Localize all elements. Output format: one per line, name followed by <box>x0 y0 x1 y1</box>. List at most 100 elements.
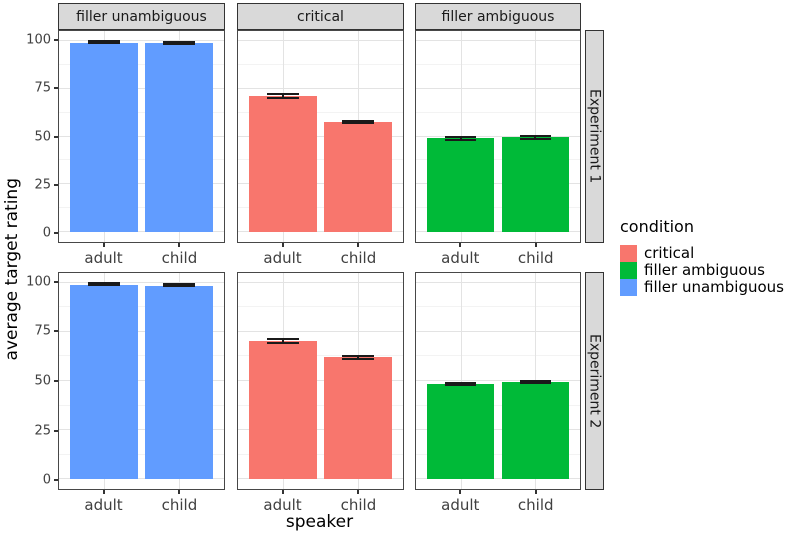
gridline-minor <box>416 207 580 209</box>
x-axis-title: speaker <box>285 512 354 532</box>
gridline-major <box>416 380 580 381</box>
x-tick-mark <box>534 243 537 247</box>
y-axis-title-text: average target rating <box>2 177 22 361</box>
gridline-major <box>416 281 580 283</box>
legend-label: critical <box>644 244 695 262</box>
bar-adult <box>249 96 317 233</box>
gridline-minor <box>59 207 224 209</box>
x-tick-mark <box>281 243 284 247</box>
y-tick-label: 25 <box>34 423 51 439</box>
bar-child <box>145 285 213 480</box>
x-tick-label: child <box>340 496 377 514</box>
y-tick-label: 0 <box>42 472 51 488</box>
gridline-minor <box>416 111 580 113</box>
gridline-minor <box>59 306 224 308</box>
legend-label: filler unambiguous <box>644 278 784 296</box>
gridline-minor <box>416 159 580 161</box>
gridline-minor <box>238 453 403 455</box>
bar-adult <box>70 284 138 480</box>
gridline-major <box>416 478 580 480</box>
gridline-minor <box>416 355 580 357</box>
gridline-major <box>238 330 403 332</box>
x-tick-label: child <box>517 249 554 267</box>
x-tick-mark <box>281 490 284 494</box>
error-bar-adult <box>267 93 299 100</box>
x-tick-label: adult <box>441 496 480 514</box>
gridline-minor <box>59 355 224 357</box>
facet-strip-experiment-1: Experiment 1 <box>585 30 604 243</box>
gridline-major <box>59 231 224 233</box>
panel-exp1-filler-ambiguous <box>415 30 581 243</box>
x-tick-label: child <box>340 249 377 267</box>
y-tick-label: 75 <box>34 323 51 339</box>
gridline-minor <box>238 111 403 113</box>
gridline-minor <box>238 63 403 65</box>
gridline-major <box>416 183 580 185</box>
gridline-major <box>59 429 224 431</box>
gridline-minor <box>238 404 403 406</box>
legend: condition critical filler ambiguous fill… <box>604 217 800 296</box>
facet-strip-label: filler unambiguous <box>76 8 207 25</box>
gridline-minor <box>416 306 580 308</box>
x-axis-row1-col2: adult child <box>237 243 404 272</box>
gridline-major <box>59 39 224 41</box>
gridline-major <box>416 330 580 332</box>
gridline-major <box>238 231 403 233</box>
y-tick-mark <box>54 330 58 333</box>
y-tick-label: 100 <box>26 32 51 48</box>
gridline-major <box>238 183 403 185</box>
x-tick-mark <box>102 490 105 494</box>
facet-strip-filler-unambiguous: filler unambiguous <box>58 3 225 30</box>
x-tick-mark <box>102 243 105 247</box>
facet-strip-label: critical <box>297 8 344 25</box>
gridline-minor <box>59 63 224 65</box>
x-tick-label: child <box>517 496 554 514</box>
gridline-major <box>59 281 224 283</box>
gridline-major <box>416 429 580 431</box>
bar-adult <box>70 42 138 233</box>
gridline-major <box>238 429 403 431</box>
gridline-major <box>238 380 403 381</box>
x-tick-mark <box>357 490 360 494</box>
x-tick-label: child <box>161 249 198 267</box>
x-axis-row2-col1: adult child <box>58 490 225 514</box>
panel-exp1-filler-unambiguous <box>58 30 225 243</box>
gridline-minor <box>416 404 580 406</box>
legend-swatch-critical <box>620 244 637 262</box>
gridline-major <box>416 39 580 41</box>
x-tick-mark <box>357 243 360 247</box>
error-bar-adult <box>445 381 477 387</box>
error-bar-child <box>342 354 374 361</box>
gridline-major <box>59 380 224 381</box>
legend-swatch-filler-unambiguous <box>620 278 637 296</box>
y-tick-label: 50 <box>34 129 51 144</box>
facet-strip-label: filler ambiguous <box>441 8 555 25</box>
y-tick-mark <box>54 87 58 90</box>
error-bar-adult <box>88 281 120 286</box>
error-bar-child <box>163 41 195 46</box>
bar-adult <box>427 383 495 480</box>
panel-exp2-filler-ambiguous <box>415 272 581 490</box>
y-tick-mark <box>54 429 58 432</box>
legend-entry-filler-ambiguous: filler ambiguous <box>620 261 800 279</box>
x-tick-label: adult <box>84 496 123 514</box>
error-bar-child <box>163 282 195 287</box>
gridline-minor <box>238 207 403 209</box>
legend-entry-filler-unambiguous: filler unambiguous <box>620 278 800 296</box>
x-tick-mark <box>534 490 537 494</box>
bar-child <box>145 43 213 233</box>
gridline-minor <box>416 453 580 455</box>
error-bar-adult <box>445 135 477 141</box>
bar-child <box>324 122 392 233</box>
x-tick-label: adult <box>84 249 123 267</box>
y-axis-title: average target rating <box>0 3 24 535</box>
legend-entry-critical: critical <box>620 244 800 262</box>
gridline-minor <box>59 453 224 455</box>
y-tick-mark <box>54 135 58 138</box>
x-tick-label: adult <box>441 249 480 267</box>
x-axis-row1-col1: adult child <box>58 243 225 272</box>
bar-child <box>324 357 392 480</box>
x-tick-label: adult <box>263 496 302 514</box>
gridline-major <box>238 135 403 137</box>
y-tick-label: 75 <box>34 80 51 96</box>
